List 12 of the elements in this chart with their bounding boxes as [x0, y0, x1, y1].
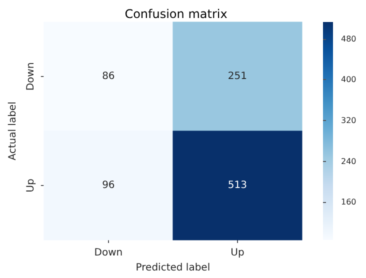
color-bar-label: 160	[341, 198, 356, 207]
data-label: 513	[228, 180, 248, 191]
color-bar-label: 480	[341, 34, 356, 44]
color-bar-label: 320	[341, 116, 356, 126]
y-axis-title: Actual label	[8, 102, 18, 160]
data-label: 86	[102, 71, 115, 82]
color-bar-label: 240	[341, 156, 356, 166]
x-axis-title: Predicted label	[136, 262, 210, 274]
data-label: 251	[228, 71, 248, 82]
color-bar-label: 400	[341, 75, 356, 84]
data-label: 96	[102, 180, 115, 191]
chart-title: Confusion matrix	[124, 7, 228, 21]
